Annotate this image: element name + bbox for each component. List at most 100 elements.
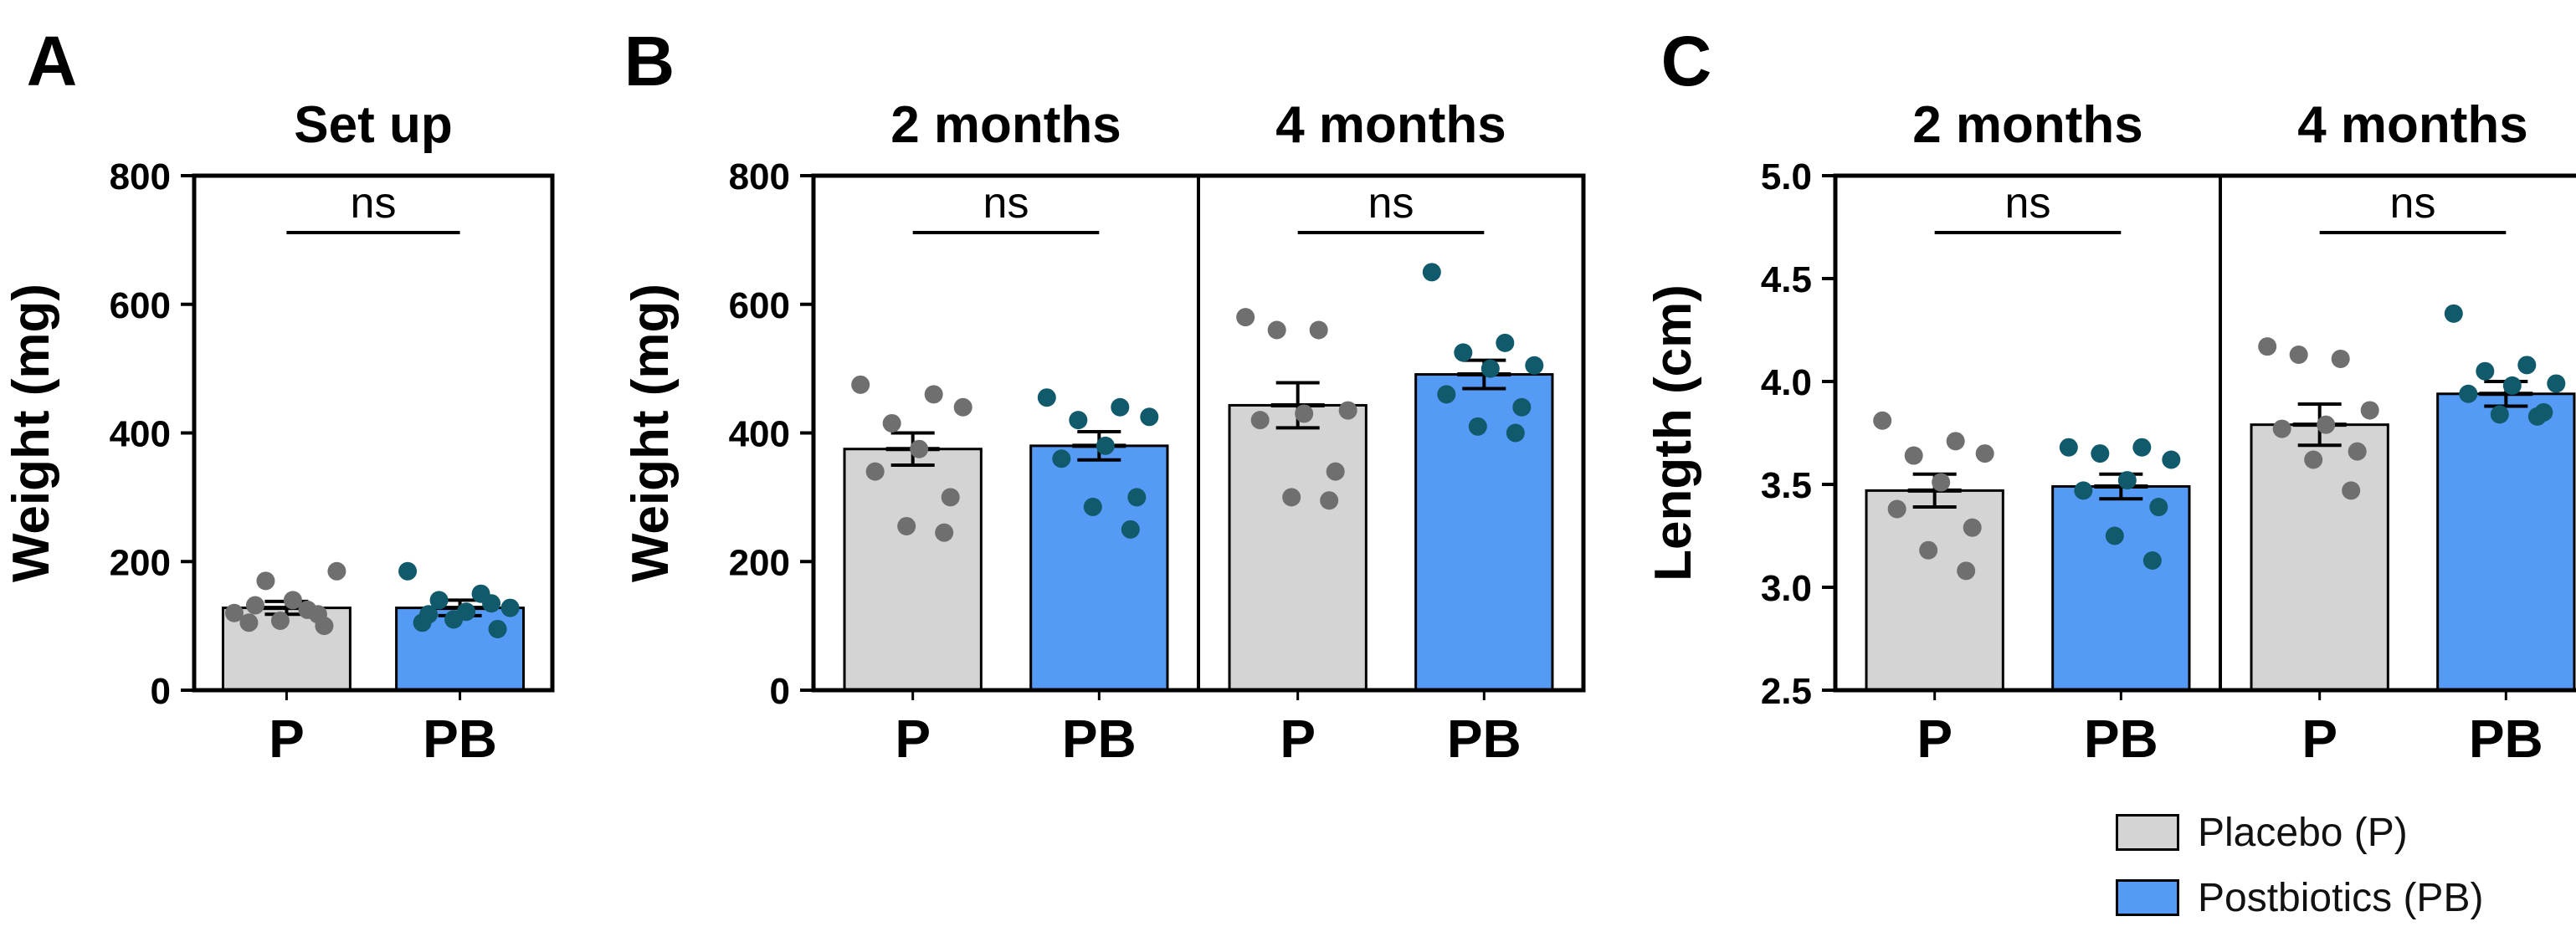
- y-tick-label: 600: [110, 285, 171, 326]
- bar-c-2-months-p: [1865, 489, 2004, 692]
- legend-item-postbiotics: Postbiotics (PB): [2116, 875, 2484, 920]
- legend-swatch-placebo: [2116, 814, 2179, 851]
- panel-letter-c: C: [1661, 22, 1712, 100]
- data-point-c-4-months-p: [2289, 346, 2308, 365]
- data-point-a-set-up-p: [283, 591, 302, 610]
- y-tick-label: 600: [729, 285, 790, 326]
- bar-c-4-months-pb: [2436, 392, 2576, 692]
- y-tick-label: 0: [770, 671, 790, 712]
- bar-c-2-months-pb: [2051, 484, 2191, 692]
- data-point-b-2-months-pb: [1140, 407, 1159, 427]
- data-point-b-4-months-pb: [1496, 333, 1515, 352]
- panel-letter-a: A: [27, 22, 78, 100]
- group-title: 4 months: [2297, 96, 2528, 154]
- group-title: 2 months: [890, 96, 1121, 154]
- data-point-c-4-months-pb: [2459, 384, 2478, 403]
- data-point-b-2-months-pb: [1069, 411, 1088, 430]
- data-point-b-2-months-pb: [1111, 397, 1130, 417]
- x-tick-label-b-2-months-pb: PB: [1062, 709, 1137, 769]
- data-point-b-4-months-p: [1282, 488, 1301, 507]
- data-point-b-2-months-p: [941, 488, 960, 507]
- data-point-b-4-months-pb: [1468, 417, 1487, 436]
- data-point-a-set-up-p: [224, 603, 244, 622]
- y-tick-label: 0: [151, 671, 171, 712]
- data-point-c-2-months-p: [1904, 446, 1923, 465]
- x-tick-label-a-set-up-pb: PB: [423, 709, 497, 769]
- data-point-c-4-months-pb: [2547, 374, 2566, 393]
- data-point-a-set-up-pb: [482, 594, 501, 613]
- data-point-b-4-months-p: [1295, 404, 1314, 423]
- data-point-b-4-months-p: [1320, 491, 1339, 510]
- data-point-c-4-months-p: [2317, 415, 2336, 434]
- data-point-c-2-months-p: [1946, 432, 1965, 451]
- x-tick-label-c-4-months-p: P: [2301, 709, 2337, 769]
- data-point-c-2-months-p: [1975, 444, 1994, 463]
- x-tick-label-b-2-months-p: P: [895, 709, 931, 769]
- data-point-a-set-up-p: [256, 571, 275, 591]
- data-point-b-2-months-pb: [1037, 388, 1056, 407]
- legend-label-postbiotics: Postbiotics (PB): [2198, 875, 2484, 920]
- y-tick-label: 3.0: [1761, 568, 1812, 609]
- y-tick-label: 4.5: [1761, 259, 1812, 300]
- x-tick-label-c-4-months-pb: PB: [2469, 709, 2543, 769]
- significance-label: ns: [983, 179, 1029, 228]
- data-point-b-4-months-pb: [1454, 343, 1473, 362]
- data-point-c-2-months-pb: [2059, 438, 2078, 457]
- data-point-c-2-months-p: [1873, 411, 1892, 430]
- data-point-c-2-months-pb: [2105, 526, 2124, 545]
- data-point-b-4-months-p: [1309, 320, 1328, 340]
- data-point-a-set-up-pb: [398, 561, 418, 581]
- panel-b: P PB ns 2 months P PB ns 4 months 0 200 400 600 800 W…: [622, 96, 1586, 769]
- y-tick-label: 2.5: [1761, 671, 1812, 712]
- data-point-a-set-up-p: [308, 605, 327, 624]
- legend-label-placebo: Placebo (P): [2198, 810, 2408, 855]
- data-point-c-2-months-pb: [2091, 444, 2110, 463]
- significance-label: ns: [351, 179, 397, 228]
- data-point-b-2-months-p: [897, 516, 916, 535]
- legend-item-placebo: Placebo (P): [2116, 810, 2483, 855]
- legend-swatch-postbiotics: [2116, 879, 2179, 916]
- y-tick-label: 200: [729, 542, 790, 583]
- group-title: Set up: [294, 96, 452, 154]
- data-point-b-4-months-pb: [1525, 356, 1544, 375]
- data-point-b-4-months-p: [1338, 401, 1357, 420]
- data-point-b-2-months-pb: [1096, 436, 1115, 455]
- data-point-b-4-months-p: [1250, 411, 1270, 430]
- data-point-c-4-months-p: [2258, 337, 2277, 356]
- data-point-b-4-months-pb: [1480, 359, 1500, 378]
- bar-b-2-months-p: [843, 448, 983, 692]
- data-point-b-2-months-pb: [1121, 520, 1140, 539]
- x-tick-label-b-4-months-pb: PB: [1447, 709, 1521, 769]
- data-point-c-4-months-pb: [2444, 304, 2463, 323]
- y-tick-label: 4.0: [1761, 362, 1812, 403]
- y-tick-label: 200: [110, 542, 171, 583]
- data-point-c-2-months-pb: [2162, 450, 2181, 469]
- bar-b-4-months-p: [1228, 403, 1368, 692]
- data-point-b-4-months-pb: [1422, 263, 1441, 282]
- data-point-c-4-months-p: [2360, 401, 2379, 420]
- data-point-c-2-months-p: [1963, 518, 1982, 537]
- data-point-a-set-up-pb: [500, 598, 520, 617]
- data-point-c-4-months-pb: [2502, 376, 2522, 395]
- significance-label: ns: [2005, 179, 2051, 228]
- data-point-b-4-months-p: [1267, 320, 1286, 340]
- data-point-b-2-months-p: [935, 523, 954, 542]
- data-point-c-2-months-p: [1957, 561, 1976, 581]
- x-tick-label-c-2-months-pb: PB: [2084, 709, 2158, 769]
- y-axis-label: Weight (mg): [3, 284, 60, 582]
- data-point-c-2-months-pb: [2149, 498, 2168, 517]
- data-point-a-set-up-pb: [488, 619, 507, 638]
- data-point-c-4-months-p: [2304, 450, 2323, 469]
- data-point-b-2-months-p: [953, 397, 972, 417]
- data-point-b-2-months-p: [865, 462, 885, 481]
- data-point-b-2-months-pb: [1052, 449, 1071, 468]
- y-tick-label: 800: [729, 156, 790, 197]
- x-tick-label-c-2-months-p: P: [1917, 709, 1953, 769]
- data-point-c-4-months-pb: [2490, 405, 2509, 424]
- data-point-c-2-months-pb: [2132, 438, 2152, 457]
- y-tick-label: 400: [729, 414, 790, 455]
- data-point-a-set-up-p: [327, 561, 346, 581]
- data-point-a-set-up-pb: [444, 610, 464, 629]
- group-title: 4 months: [1275, 96, 1506, 154]
